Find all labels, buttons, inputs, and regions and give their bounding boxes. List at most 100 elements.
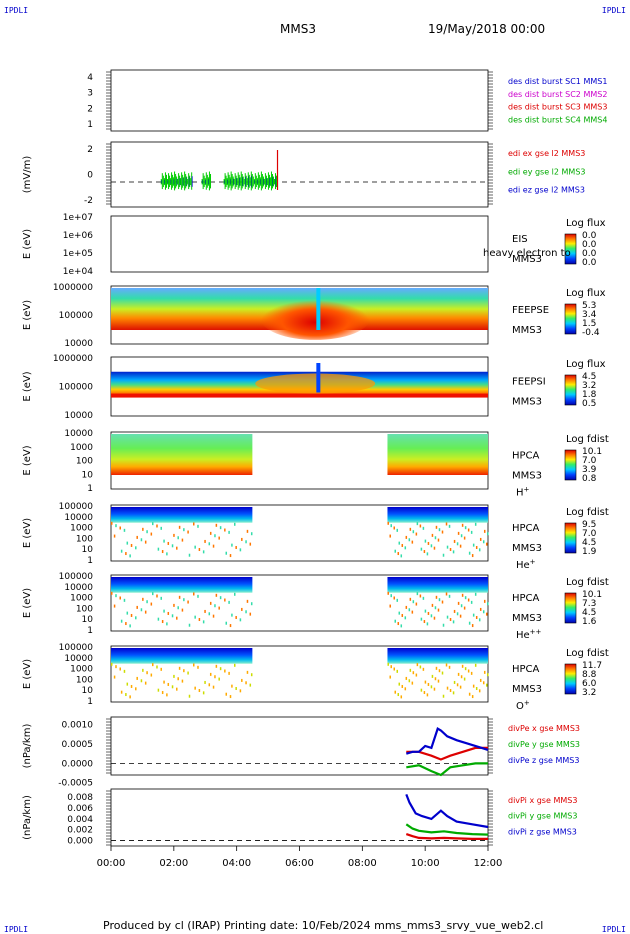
heatmap-speck <box>123 528 126 532</box>
heatmap-speck <box>408 608 411 612</box>
heatmap-speck <box>394 690 397 694</box>
heatmap-speck <box>129 624 131 628</box>
heatmap-speck <box>192 522 195 526</box>
heatmap-speck <box>160 596 162 600</box>
spacecraft-label: MMS3 <box>512 684 542 695</box>
heatmap-speck <box>411 681 414 685</box>
heatmap-speck <box>435 525 438 529</box>
heatmap-speck <box>482 681 485 685</box>
heatmap-speck <box>441 671 444 675</box>
panel-frame <box>110 141 489 208</box>
heatmap-speck <box>474 663 477 667</box>
heatmap-speck <box>483 670 486 674</box>
heatmap-speck <box>214 675 216 679</box>
heatmap-speck <box>401 543 404 547</box>
y-tick-label: 2 <box>87 104 93 114</box>
heatmap-speck <box>214 604 216 608</box>
heatmap-speck <box>239 689 242 693</box>
heatmap-speck <box>460 604 463 608</box>
heatmap-speck <box>437 608 440 612</box>
heatmap-block <box>111 577 253 593</box>
heatmap-speck <box>166 552 168 556</box>
heatmap-speck <box>212 614 215 618</box>
y-tick-label: 1 <box>87 626 93 636</box>
heatmap-speck <box>208 683 211 687</box>
y-tick-label: 10 <box>82 470 94 480</box>
heatmap-speck <box>202 620 205 624</box>
heatmap-speck <box>212 685 215 689</box>
heatmap-speck <box>113 675 116 679</box>
heatmap-speck <box>187 600 189 604</box>
heatmap-speck <box>441 600 444 604</box>
heatmap-speck <box>471 624 474 628</box>
heatmap-speck <box>437 538 440 542</box>
heatmap-speck <box>187 530 189 534</box>
y-tick-label: 100000 <box>59 643 94 653</box>
heatmap-speck <box>467 528 470 532</box>
heatmap-speck <box>233 522 236 526</box>
heatmap-speck <box>130 613 133 617</box>
heatmap-speck <box>419 524 422 528</box>
instrument-label: FEEPSI <box>512 377 546 388</box>
heatmap-speck <box>231 543 233 547</box>
heatmap-speck <box>239 548 242 552</box>
heatmap-speck <box>396 528 399 532</box>
heatmap-speck <box>398 611 401 615</box>
panel-10: 0.0010 0.0005 0.0000 -0.0005 (nPa/km) divPe x… <box>22 716 580 789</box>
heatmap-speck <box>129 695 131 699</box>
heatmap-speck <box>467 669 470 673</box>
heatmap-speck <box>144 540 147 544</box>
y-tick-label: 1 <box>87 556 93 566</box>
heatmap-speck <box>120 549 123 553</box>
panel-2: 2 0 -2 (mV/m) edi ex gse l2 MMS3 edi ey gse l… <box>22 141 586 208</box>
y-tick-label: 1000000 <box>53 283 93 293</box>
heatmap-speck <box>229 695 232 699</box>
heatmap-speck <box>404 546 407 550</box>
panel-6: 10000 1000 100 10 1 E (eV) HPCA MMS3 H+ Log fdist… <box>22 429 609 499</box>
colorbar-tick: 4.5 <box>582 372 596 382</box>
colorbar-tick: 1.5 <box>582 319 596 329</box>
spacecraft-label: MMS3 <box>512 254 542 265</box>
y-tick-label: 0.002 <box>67 826 93 836</box>
heatmap-speck <box>424 609 427 613</box>
colorbar-tick: 1.6 <box>582 617 597 627</box>
colorbar <box>564 663 577 695</box>
heatmap-speck <box>136 605 138 609</box>
heatmap-speck <box>215 523 218 527</box>
heatmap-speck <box>224 528 226 532</box>
colorbar-title: Log fdist <box>566 577 609 588</box>
y-tick-label: 1e+07 <box>63 213 93 223</box>
heatmap-speck <box>126 541 129 545</box>
heatmap-speck <box>404 616 407 620</box>
heatmap-speck <box>393 596 395 600</box>
colorbar-title: Log fdist <box>566 507 609 518</box>
colorbar-tick: 11.7 <box>582 661 602 671</box>
y-axis-label: E (eV) <box>22 371 33 401</box>
heatmap-speck <box>456 612 459 616</box>
heatmap-speck <box>204 680 206 684</box>
heatmap-speck <box>422 596 425 600</box>
heatmap-speck <box>424 680 427 684</box>
heatmap-speck <box>474 522 477 526</box>
legend-entry: divPe x gse MMS3 <box>508 724 580 733</box>
heatmap-speck <box>176 546 178 550</box>
heatmap-speck <box>225 551 228 555</box>
instrument-label: HPCA <box>512 523 540 534</box>
heatmap-speck <box>463 677 466 681</box>
spacecraft-label: MMS3 <box>512 397 542 408</box>
spacecraft-label: MMS3 <box>512 325 542 336</box>
heatmap-speck <box>397 552 400 556</box>
header-date: 19/May/2018 00:00 <box>428 22 546 36</box>
y-tick-label: 0.006 <box>67 804 93 814</box>
heatmap-speck <box>136 676 138 680</box>
legend-entry: divPi y gse MMS3 <box>508 812 577 821</box>
heatmap-band <box>111 393 488 398</box>
heatmap-speck <box>471 554 474 558</box>
corner-label-bottom-left: IPDLI <box>4 925 29 934</box>
heatmap-speck <box>171 614 174 618</box>
heatmap-speck <box>430 544 433 548</box>
y-tick-label: 100 <box>76 604 93 614</box>
heatmap-speck <box>401 613 404 617</box>
heatmap-speck <box>183 598 185 602</box>
